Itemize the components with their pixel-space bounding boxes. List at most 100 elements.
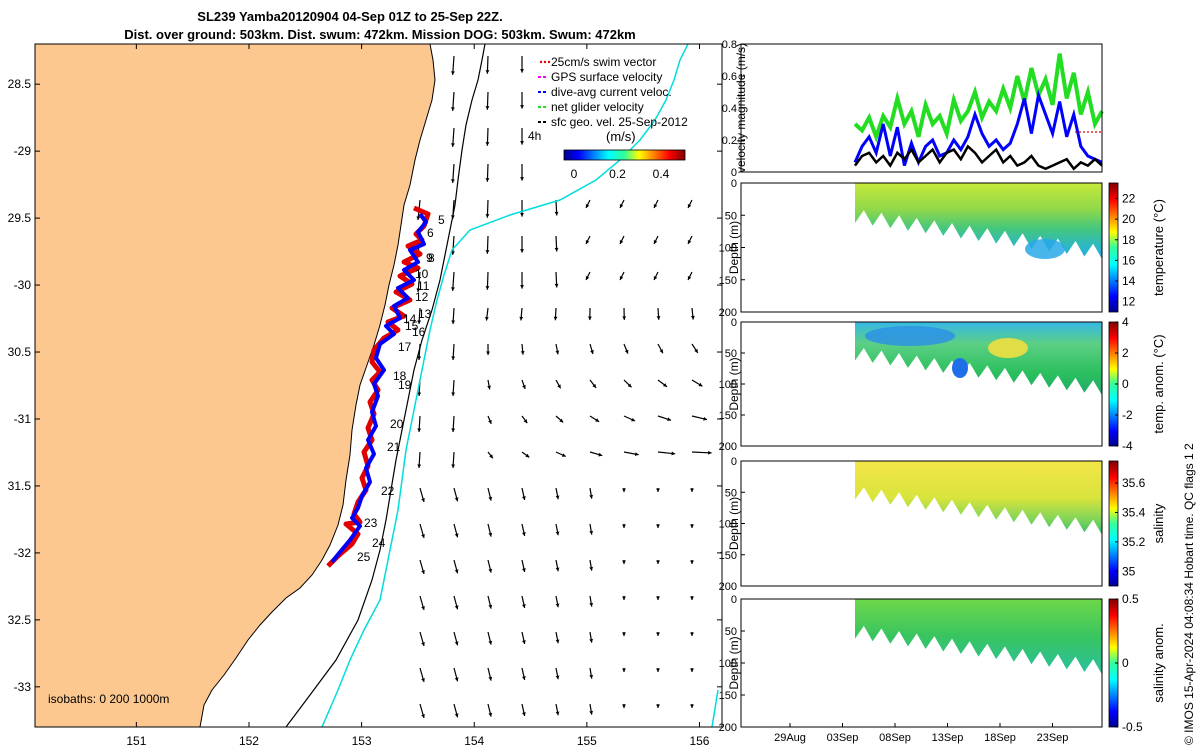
colorbar-tick-label: 20 bbox=[1122, 212, 1136, 226]
colorbar-tick-label: 35 bbox=[1122, 564, 1136, 578]
map-y-tick-label: -33 bbox=[14, 680, 32, 694]
y-tick-label: 200 bbox=[719, 581, 737, 593]
y-tick-label: 0.4 bbox=[722, 103, 737, 115]
day-label: 20 bbox=[390, 417, 404, 431]
y-tick-label: 0.6 bbox=[722, 71, 737, 83]
colorbar-tick-label: 4 bbox=[1122, 315, 1129, 329]
dive-avg-current-track bbox=[330, 212, 428, 564]
colorbar-label: temp. anom. (°C) bbox=[1151, 334, 1166, 433]
colorbar-tick-label: 35.2 bbox=[1122, 535, 1146, 549]
day-label: 9 bbox=[426, 251, 433, 265]
panel-3: 0 50 100 150 200 Depth (m) -4 -2 0 2 4 temp. anom. … bbox=[719, 315, 1166, 453]
y-axis-label: Depth (m) bbox=[727, 357, 741, 410]
colorbar-label: salinity bbox=[1151, 503, 1166, 543]
y-tick-label: 150 bbox=[719, 690, 737, 702]
isobath-200 bbox=[321, 44, 689, 727]
map-y-tick-label: 32.5 bbox=[8, 613, 32, 627]
panel-2: 0 50 100 150 200 Depth (m) 12 14 16 18 20 22 tempera… bbox=[719, 178, 1166, 319]
y-tick-label: 0 bbox=[731, 317, 737, 329]
panel-4: 0 50 100 150 200 Depth (m) 35 35.2 35.4 35.6 salin… bbox=[719, 456, 1166, 593]
isobath-text: isobaths: 0 200 1000m bbox=[48, 692, 169, 706]
map-y-ticks: 28.5 -29 29.5 -30 30.5 -31 31.5 -32 32.5 -33 bbox=[8, 77, 722, 694]
y-tick-label: 0 bbox=[731, 167, 737, 179]
map-frame bbox=[34, 43, 723, 728]
x-tick-label: 03Sep bbox=[827, 732, 859, 744]
map-x-tick-label: 154 bbox=[464, 734, 484, 748]
y-tick-label: 100 bbox=[719, 519, 737, 531]
day-label: 24 bbox=[372, 536, 386, 550]
chart-title: SL239 Yamba20120904 04-Sep 01Z to 25-Sep… bbox=[197, 9, 503, 24]
chart-subtitle: Dist. over ground: 503km. Dist. swum: 47… bbox=[124, 27, 636, 42]
colorbar-tick-label: -0.5 bbox=[1122, 720, 1143, 734]
copyright-stamp-box: © IMOS 15-Apr-2024 04:08:34 Hobart time.… bbox=[1182, 443, 1196, 745]
colorbar-tick-label: 18 bbox=[1122, 233, 1136, 247]
x-tick-label: 13Sep bbox=[932, 732, 964, 744]
map-y-tick-label: 29.5 bbox=[8, 211, 32, 225]
y-tick-label: 0 bbox=[731, 178, 737, 190]
y-tick-label: 100 bbox=[719, 243, 737, 255]
map-y-tick-label: 31.5 bbox=[8, 479, 32, 493]
map-x-ticks: 151 152 153 154 155 156 bbox=[126, 44, 710, 748]
heatmap-field bbox=[855, 461, 1102, 535]
map-x-tick-label: 155 bbox=[577, 734, 597, 748]
day-label: 22 bbox=[381, 484, 395, 498]
y-axis-label: Depth (m) bbox=[727, 636, 741, 689]
y-tick-label: 200 bbox=[719, 441, 737, 453]
y-tick-label: 50 bbox=[725, 348, 737, 360]
day-label: 12 bbox=[415, 290, 429, 304]
x-tick-label: 29Aug bbox=[774, 732, 806, 744]
colorbar-tick-label: 0.4 bbox=[653, 167, 670, 181]
y-tick-label: 100 bbox=[719, 379, 737, 391]
map-x-tick-label: 151 bbox=[126, 734, 146, 748]
legend-entry: net glider velocity bbox=[551, 100, 644, 114]
colorbar-tick-label: 0.2 bbox=[609, 167, 626, 181]
day-label: 16 bbox=[412, 325, 426, 339]
heatmap-field bbox=[855, 183, 1102, 260]
y-tick-label: 150 bbox=[719, 410, 737, 422]
colorbar-tick-label: 12 bbox=[1122, 295, 1136, 309]
velocity-series bbox=[853, 144, 1103, 171]
y-tick-label: 50 bbox=[725, 626, 737, 638]
y-axis-label: Depth (m) bbox=[727, 497, 741, 550]
map-land bbox=[35, 44, 436, 727]
isobath-1000 bbox=[285, 44, 486, 727]
colorbar-tick-label: 0 bbox=[571, 167, 578, 181]
colorbar-label: salinity anom. bbox=[1151, 623, 1166, 702]
scale-label: 4h bbox=[528, 129, 541, 143]
colorbar-unit: (m/s) bbox=[606, 129, 636, 144]
current-vector-field bbox=[416, 55, 712, 719]
legend-entry: sfc geo. vel. 25-Sep-2012 bbox=[551, 115, 688, 129]
day-label: 13 bbox=[418, 307, 432, 321]
y-tick-label: 200 bbox=[719, 722, 737, 734]
velocity-series bbox=[853, 89, 1103, 167]
x-tick-label: 23Sep bbox=[1037, 732, 1069, 744]
legend-entry: GPS surface velocity bbox=[551, 70, 662, 84]
panel-5: 0 50 100 150 200 Depth (m) -0.5 0 0.5 salinity an… bbox=[719, 592, 1166, 744]
y-tick-label: 0 bbox=[731, 456, 737, 468]
heatmap-field bbox=[855, 599, 1102, 675]
colorbar-ticks: 0 0.2 0.4 bbox=[571, 167, 670, 181]
colorbar-tick-label: -2 bbox=[1122, 408, 1133, 422]
day-label: 21 bbox=[387, 440, 401, 454]
map-y-tick-label: -32 bbox=[14, 546, 32, 560]
y-axis-label: Depth (m) bbox=[727, 221, 741, 274]
day-label: 23 bbox=[364, 516, 378, 530]
y-tick-label: 50 bbox=[725, 210, 737, 222]
colorbar-tick-label: 14 bbox=[1122, 274, 1136, 288]
y-axis-label: velocity magnitude (m/s) bbox=[734, 43, 748, 173]
y-tick-label: 100 bbox=[719, 658, 737, 670]
map-y-tick-label: 30.5 bbox=[8, 345, 32, 359]
colorbar-tick-label: 0 bbox=[1122, 656, 1129, 670]
legend-entry: dive-avg current veloc. bbox=[551, 85, 672, 99]
colorbar-tick-label: 35.6 bbox=[1122, 476, 1146, 490]
map-y-tick-label: -29 bbox=[14, 144, 32, 158]
colorbar-tick-label: 22 bbox=[1122, 191, 1136, 205]
colorbar-tick-label: 0.5 bbox=[1122, 592, 1139, 606]
day-label: 17 bbox=[398, 340, 412, 354]
x-tick-label: 18Sep bbox=[984, 732, 1016, 744]
day-label: 8 bbox=[428, 251, 435, 265]
y-tick-label: 0.2 bbox=[722, 135, 737, 147]
